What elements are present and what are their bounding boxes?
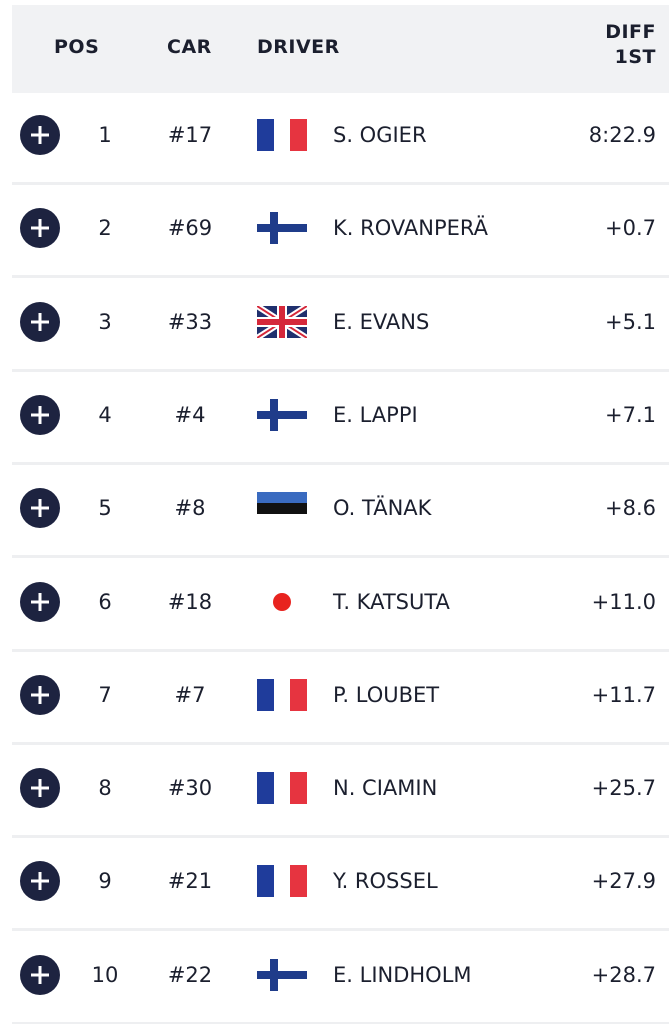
car: #22: [167, 962, 213, 987]
flag: [255, 303, 309, 341]
pos: 2: [98, 216, 112, 241]
col-driver: DRIVER: [257, 36, 340, 58]
row-divider: [12, 555, 669, 559]
expand-button[interactable]: [20, 394, 60, 435]
row-divider: [12, 368, 669, 372]
driver: O. TÄNAK: [333, 496, 432, 521]
diff: +11.0: [591, 589, 656, 614]
diff: +25.7: [591, 776, 656, 801]
expand-button[interactable]: [20, 954, 60, 995]
diff: +5.1: [605, 309, 656, 334]
diff: +8.6: [605, 496, 656, 521]
car: #30: [167, 776, 213, 801]
col-diff: DIFF 1ST: [605, 21, 656, 68]
expand-button[interactable]: [20, 208, 60, 249]
row-divider: [12, 741, 669, 745]
row-divider: [12, 461, 669, 465]
car: #69: [167, 216, 213, 241]
diff: +11.7: [591, 682, 656, 707]
car: #21: [167, 869, 213, 894]
pos: 8: [98, 776, 112, 801]
driver: S. OGIER: [333, 123, 427, 147]
expand-button[interactable]: [20, 768, 60, 809]
diff: +27.9: [591, 869, 656, 894]
pos: 9: [98, 869, 112, 894]
header-row: POS CAR DRIVER DIFF 1ST: [12, 5, 669, 93]
driver: P. LOUBET: [333, 682, 440, 707]
flag: [257, 865, 307, 898]
row-divider: [12, 1021, 669, 1024]
pos: 6: [98, 589, 112, 614]
driver: E. LAPPI: [333, 402, 418, 427]
flag: [257, 958, 307, 991]
car: #8: [174, 496, 206, 521]
pos: 10: [91, 962, 119, 987]
col-pos: POS: [54, 36, 100, 58]
driver: E. EVANS: [333, 309, 430, 334]
driver: T. KATSUTA: [333, 589, 450, 614]
car: #4: [174, 402, 206, 427]
flag: [257, 678, 307, 711]
flag: [257, 398, 307, 431]
pos: 3: [98, 309, 112, 334]
diff: +0.7: [605, 216, 656, 241]
driver: E. LINDHOLM: [333, 962, 472, 987]
row-divider: [12, 835, 669, 839]
flag: [257, 119, 307, 151]
col-car: CAR: [167, 36, 212, 58]
expand-button[interactable]: [20, 115, 60, 155]
diff: +28.7: [591, 962, 656, 987]
car: #18: [167, 589, 213, 614]
driver: N. CIAMIN: [333, 776, 438, 801]
row-divider: [12, 182, 669, 185]
driver: K. ROVANPERÄ: [333, 216, 489, 241]
diff: +7.1: [605, 402, 656, 427]
pos: 4: [98, 402, 112, 427]
flag: [257, 585, 307, 618]
flag: [257, 772, 307, 805]
expand-button[interactable]: [20, 861, 60, 902]
car: #17: [167, 123, 213, 147]
expand-button[interactable]: [20, 674, 60, 715]
row-divider: [12, 928, 669, 932]
expand-button[interactable]: [20, 581, 60, 622]
pos: 7: [98, 682, 112, 707]
flag: [257, 212, 307, 245]
car: #7: [174, 682, 206, 707]
expand-button[interactable]: [20, 301, 60, 342]
flag: [257, 492, 307, 525]
diff: 8:22.9: [588, 123, 656, 147]
row-divider: [12, 275, 669, 279]
pos: 5: [98, 496, 112, 521]
driver: Y. ROSSEL: [333, 869, 438, 894]
row-divider: [12, 648, 669, 652]
pos: 1: [98, 123, 112, 147]
car: #33: [167, 309, 213, 334]
expand-button[interactable]: [20, 488, 60, 529]
